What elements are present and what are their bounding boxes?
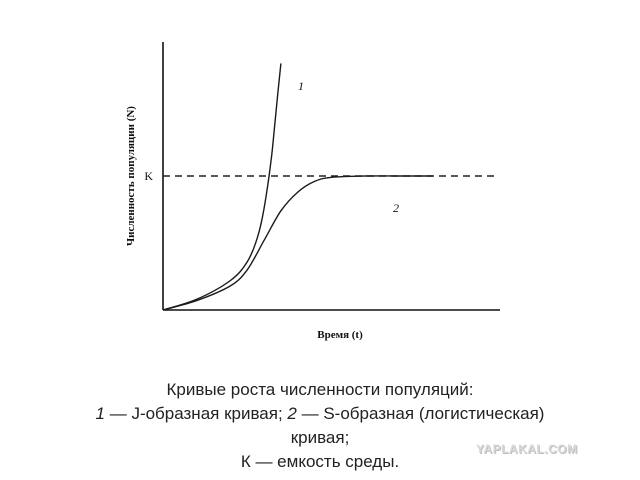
caption-curve-1-number: 1 bbox=[95, 404, 105, 423]
series-2-curve bbox=[162, 175, 433, 311]
caption-line-2: 1 — J-образная кривая; 2 — S-образная (л… bbox=[0, 402, 640, 426]
x-axis-label: Время (t) bbox=[317, 329, 363, 341]
series-2-label: 2 bbox=[393, 201, 399, 215]
watermark-logo: YAPLAKAL.COM bbox=[476, 442, 578, 456]
caption-line-4: К — емкость среды. bbox=[240, 452, 400, 471]
y-axis-label: Численность популяции (N) bbox=[125, 106, 137, 246]
caption-line-3: кривая; bbox=[290, 428, 350, 447]
series-1-label: 1 bbox=[298, 79, 304, 93]
caption-curve-2-number: 2 bbox=[287, 404, 297, 423]
series-group: 12 bbox=[162, 63, 433, 311]
capacity-k-label: K bbox=[144, 169, 153, 183]
caption-line-1: Кривые роста численности популяций: bbox=[166, 380, 474, 399]
figure-caption: Кривые роста численности популяций: 1 — … bbox=[0, 378, 640, 474]
caption-curve-1-text: — J-образная кривая; bbox=[105, 404, 288, 423]
series-1-curve bbox=[162, 63, 282, 311]
caption-curve-2-text: — S-образная (логистическая) bbox=[296, 404, 545, 423]
